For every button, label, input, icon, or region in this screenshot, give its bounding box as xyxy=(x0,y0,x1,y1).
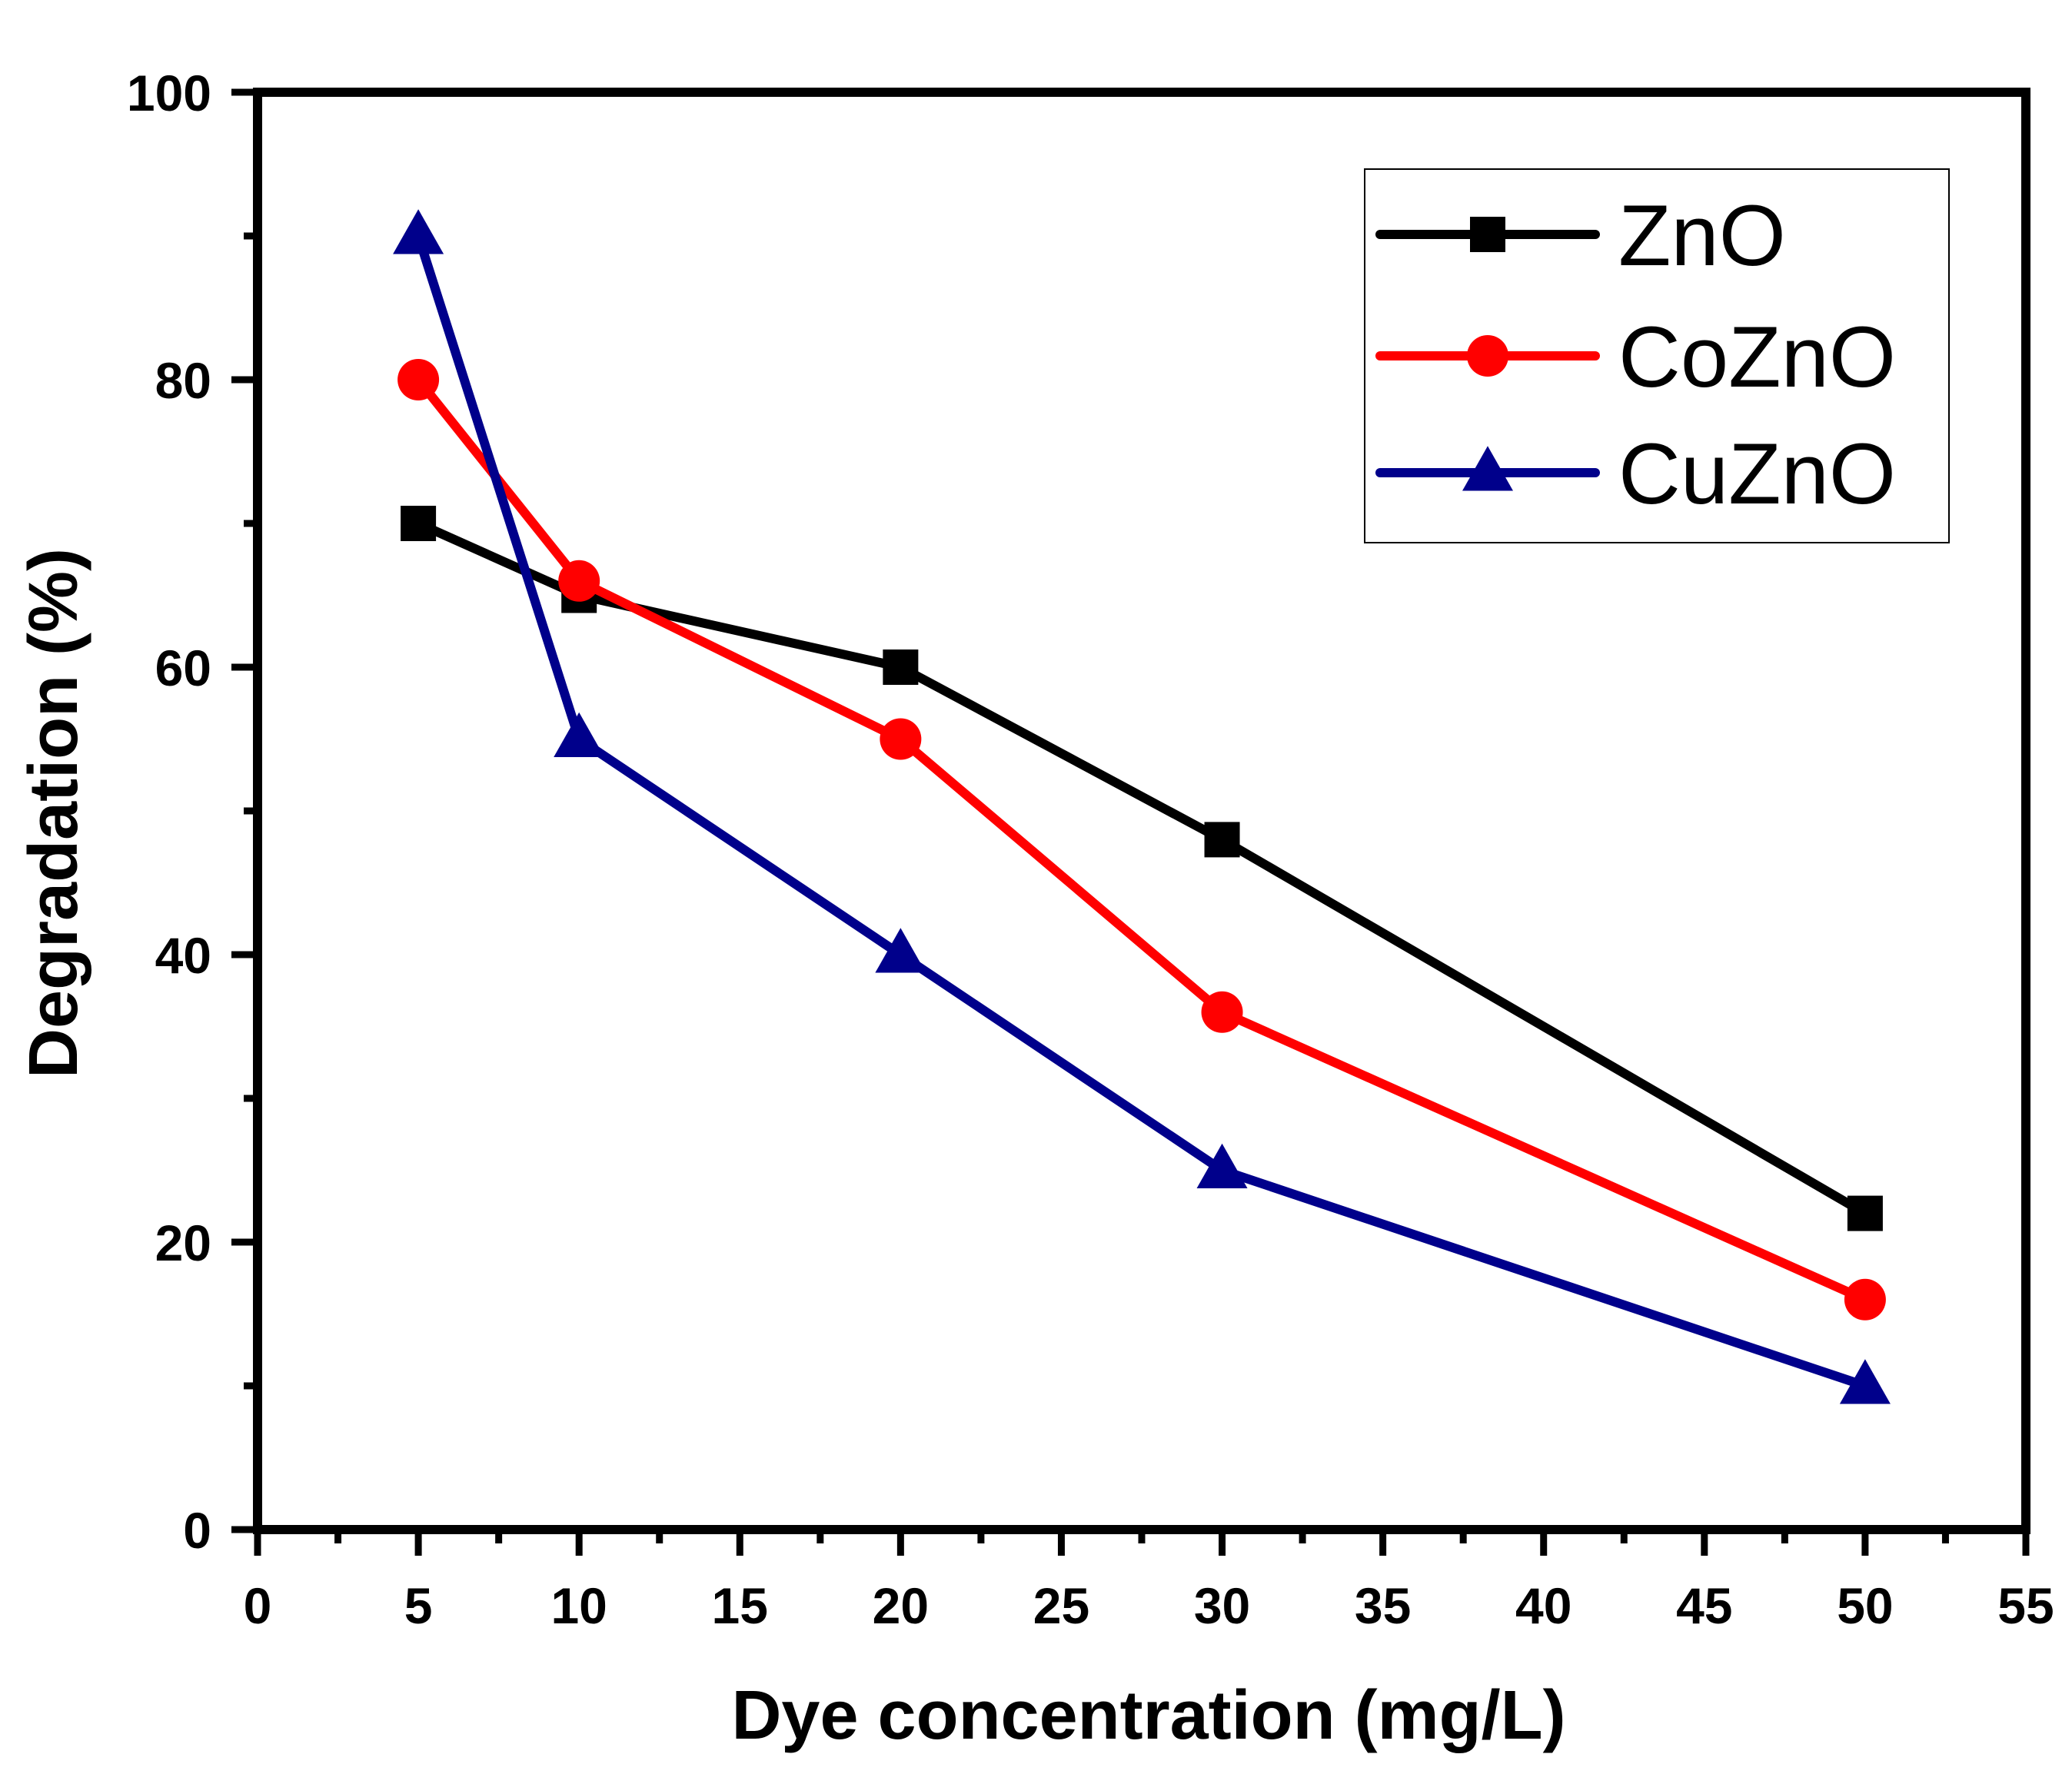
x-tick-label: 15 xyxy=(712,1577,768,1634)
y-tick-label: 40 xyxy=(155,927,211,984)
legend-item-cuzno: CuZnO xyxy=(1375,426,1896,522)
series-cuzno xyxy=(393,209,1891,1404)
legend-label: CoZnO xyxy=(1618,309,1896,405)
data-point-cozno-30 xyxy=(1201,991,1243,1033)
y-tick-label: 20 xyxy=(155,1214,211,1271)
legend: ZnO CoZnO CuZnO xyxy=(1364,168,1950,543)
x-tick-label: 40 xyxy=(1515,1577,1571,1634)
x-axis-title: Dye concentration (mg/L) xyxy=(731,1677,1565,1754)
data-point-cozno-5 xyxy=(397,359,440,400)
legend-item-cozno: CoZnO xyxy=(1375,309,1896,405)
x-tick-label: 50 xyxy=(1837,1577,1893,1634)
y-tick-label: 80 xyxy=(155,352,211,409)
legend-label: CuZnO xyxy=(1618,426,1896,522)
data-point-cozno-10 xyxy=(558,560,600,602)
series-cozno xyxy=(397,359,1886,1321)
data-point-cuzno-20 xyxy=(875,928,926,973)
x-tick-label: 30 xyxy=(1194,1577,1250,1634)
x-tick-label: 45 xyxy=(1676,1577,1732,1634)
y-tick-label: 100 xyxy=(127,65,211,121)
data-point-cozno-20 xyxy=(880,718,922,760)
x-tick-label: 25 xyxy=(1033,1577,1089,1634)
y-tick-label: 60 xyxy=(155,640,211,696)
x-tick-label: 20 xyxy=(873,1577,929,1634)
data-point-zno-30 xyxy=(1204,822,1240,858)
x-tick-label: 5 xyxy=(404,1577,433,1634)
data-point-cuzno-5 xyxy=(393,209,444,254)
legend-label: ZnO xyxy=(1618,188,1786,284)
series-layer xyxy=(393,209,1891,1404)
series-line-zno xyxy=(416,519,1867,1218)
x-tick-label: 55 xyxy=(1997,1577,2054,1634)
data-point-cuzno-50 xyxy=(1839,1359,1891,1404)
data-point-zno-5 xyxy=(401,506,437,541)
y-axis-title: Degradation (%) xyxy=(15,548,92,1078)
legend-marker-triangle xyxy=(1462,446,1513,491)
data-point-cuzno-30 xyxy=(1196,1143,1248,1189)
legend-marker-circle xyxy=(1467,335,1508,377)
axis-ticks: 0 5 10 15 20 25 30 35 40 45 50 55 0 20 40 60 80 100 xyxy=(127,65,2054,1634)
legend-marker-square xyxy=(1470,217,1505,252)
legend-item-zno: ZnO xyxy=(1375,188,1786,284)
x-tick-label: 10 xyxy=(550,1577,607,1634)
data-point-zno-20 xyxy=(883,649,919,685)
x-tick-label: 0 xyxy=(244,1577,272,1634)
data-point-cozno-50 xyxy=(1844,1278,1886,1321)
y-tick-label: 0 xyxy=(183,1502,211,1559)
data-point-cuzno-10 xyxy=(554,712,605,758)
series-zno xyxy=(401,506,1883,1231)
data-point-zno-50 xyxy=(1847,1195,1883,1231)
x-tick-label: 35 xyxy=(1355,1577,1411,1634)
